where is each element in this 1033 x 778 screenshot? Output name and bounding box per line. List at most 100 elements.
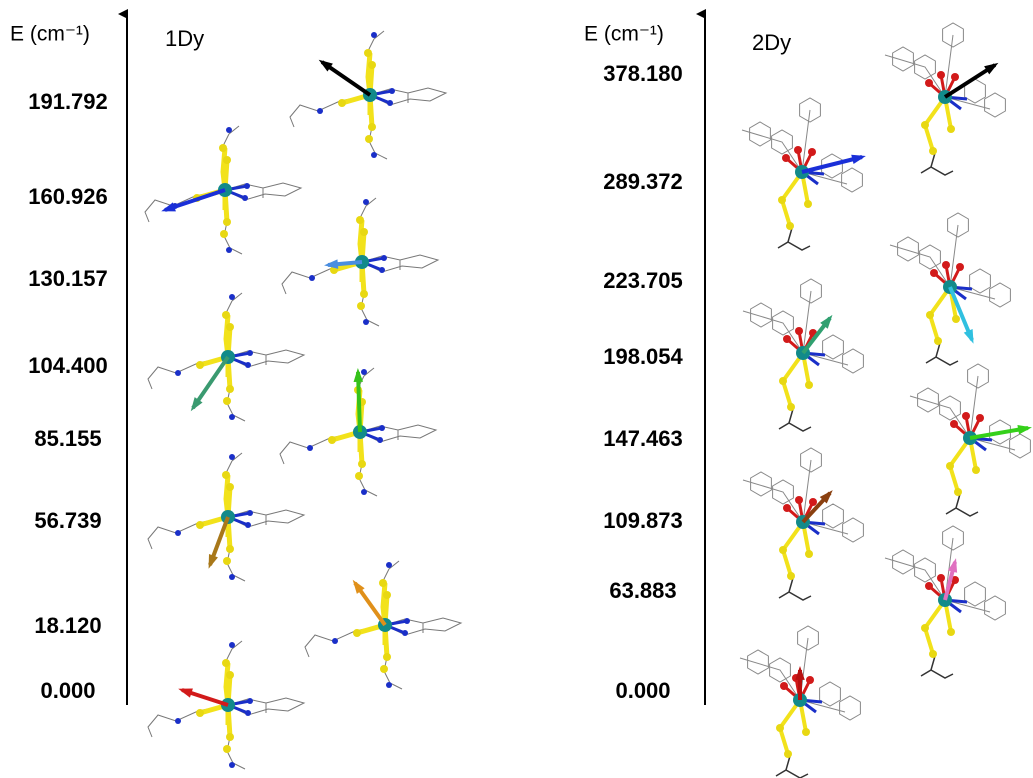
ligand	[742, 459, 849, 535]
atom	[223, 156, 231, 164]
atom	[226, 483, 234, 491]
atom	[951, 576, 959, 584]
atom	[962, 412, 970, 420]
ring	[939, 395, 961, 421]
atom	[175, 370, 181, 376]
atom	[952, 315, 960, 323]
arrow-head	[947, 558, 958, 573]
atom	[795, 496, 803, 504]
atom	[383, 591, 391, 599]
energy-level: 0.000	[40, 678, 95, 703]
ring	[772, 310, 794, 336]
ring	[919, 244, 941, 270]
atom	[380, 665, 388, 673]
atom	[929, 147, 937, 155]
ring	[839, 695, 861, 721]
atom	[226, 671, 234, 679]
atom	[353, 629, 361, 637]
ring	[797, 625, 819, 651]
atom	[364, 49, 372, 57]
atom	[361, 489, 367, 495]
atom	[229, 762, 235, 768]
arrow-head	[161, 202, 176, 212]
atom	[175, 530, 181, 536]
atom	[226, 247, 232, 253]
bond	[356, 582, 390, 658]
ligand	[226, 509, 306, 528]
atom	[196, 521, 204, 529]
atom	[229, 454, 235, 460]
bond	[199, 662, 233, 738]
ring	[841, 167, 863, 193]
energy-level: 198.054	[603, 344, 683, 369]
atom	[929, 650, 937, 658]
atom	[954, 488, 962, 496]
arrow-head	[190, 397, 203, 412]
atom	[365, 135, 373, 143]
ligand	[889, 224, 996, 300]
atom	[196, 361, 204, 369]
ligand	[223, 182, 303, 201]
arrow-head	[352, 579, 365, 594]
atom	[328, 436, 336, 444]
atom	[226, 127, 232, 133]
atom	[808, 148, 816, 156]
atom	[776, 724, 784, 732]
atom	[386, 562, 392, 568]
atom	[332, 638, 338, 644]
atom	[223, 218, 231, 226]
atom	[786, 222, 794, 230]
ring	[750, 471, 772, 497]
atom	[309, 275, 315, 281]
atom	[806, 676, 814, 684]
bond	[780, 351, 811, 408]
bond	[922, 598, 953, 655]
bond	[947, 436, 978, 493]
ring	[819, 681, 841, 707]
ligand	[945, 493, 979, 517]
atom	[947, 125, 955, 133]
atom	[196, 709, 204, 717]
atom	[363, 199, 369, 205]
atom	[802, 728, 810, 736]
atom	[361, 369, 367, 375]
ligand	[383, 617, 463, 636]
energy-level: 223.705	[603, 268, 683, 293]
atom	[357, 302, 365, 310]
molecules	[144, 22, 1032, 778]
arrow-head	[208, 554, 218, 569]
atom	[223, 397, 231, 405]
atom	[942, 261, 950, 269]
ring	[914, 557, 936, 583]
ring	[799, 97, 821, 123]
energy-level: 18.120	[34, 613, 101, 638]
bond	[922, 95, 953, 152]
axis-label: E (cm⁻¹)	[10, 23, 90, 46]
ring	[842, 348, 864, 374]
energy-level: 104.400	[28, 353, 108, 378]
atom	[368, 61, 376, 69]
arrow-head	[795, 666, 805, 680]
bond	[780, 520, 811, 577]
atom	[363, 319, 369, 325]
atom	[779, 377, 787, 385]
atom	[355, 472, 363, 480]
moment-arrow	[801, 155, 863, 174]
atom	[956, 263, 964, 271]
atom	[219, 144, 227, 152]
moment-arrow	[164, 188, 226, 212]
atom	[229, 294, 235, 300]
energy-level: 0.000	[615, 678, 670, 703]
ring	[964, 581, 986, 607]
bond	[199, 314, 233, 390]
arrow-head	[963, 329, 974, 344]
atom	[226, 733, 234, 741]
atom	[934, 337, 942, 345]
ring	[750, 302, 772, 328]
atom	[222, 311, 230, 319]
atom	[783, 504, 791, 512]
atom	[307, 445, 313, 451]
ligand	[742, 290, 849, 366]
ligand	[909, 375, 1016, 451]
